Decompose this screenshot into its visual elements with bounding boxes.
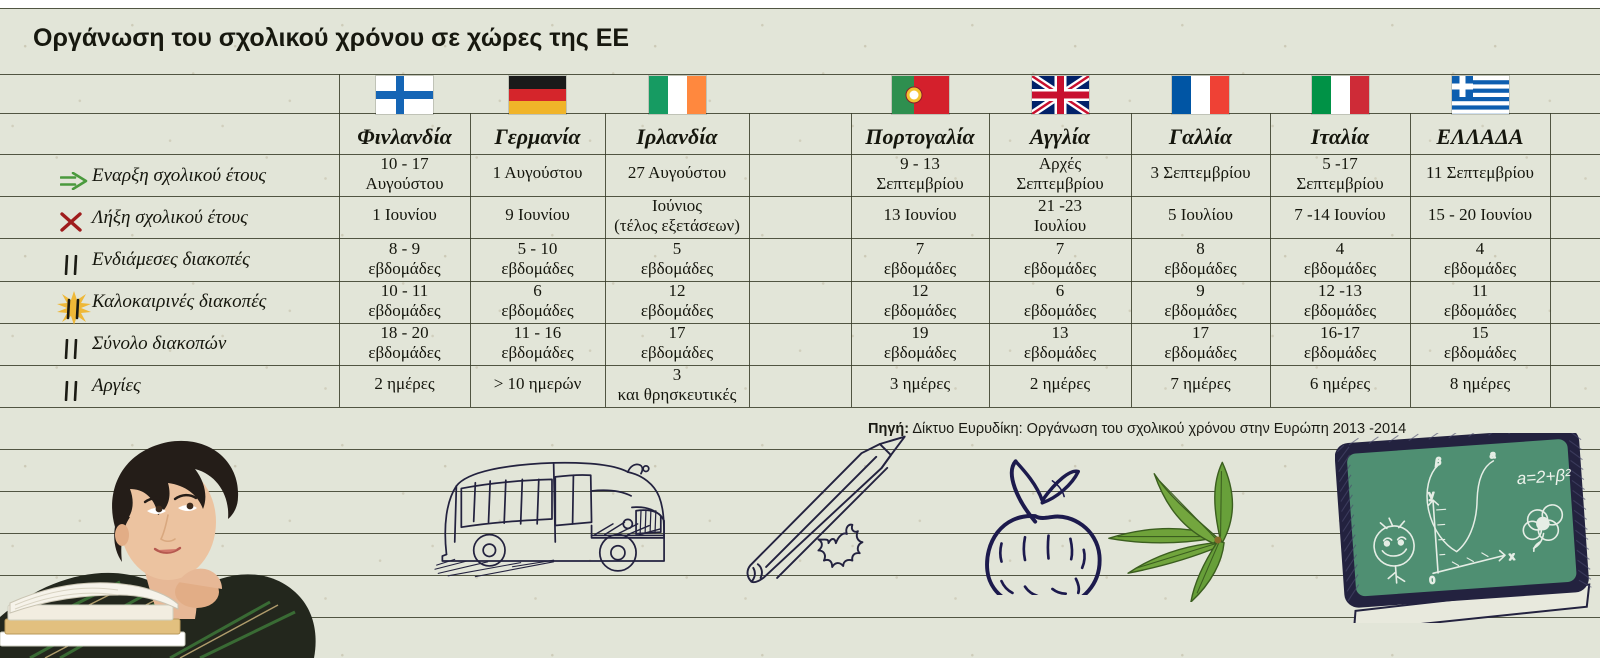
- svg-text:a=2+β²: a=2+β²: [1516, 465, 1573, 488]
- svg-text:β: β: [1434, 457, 1442, 468]
